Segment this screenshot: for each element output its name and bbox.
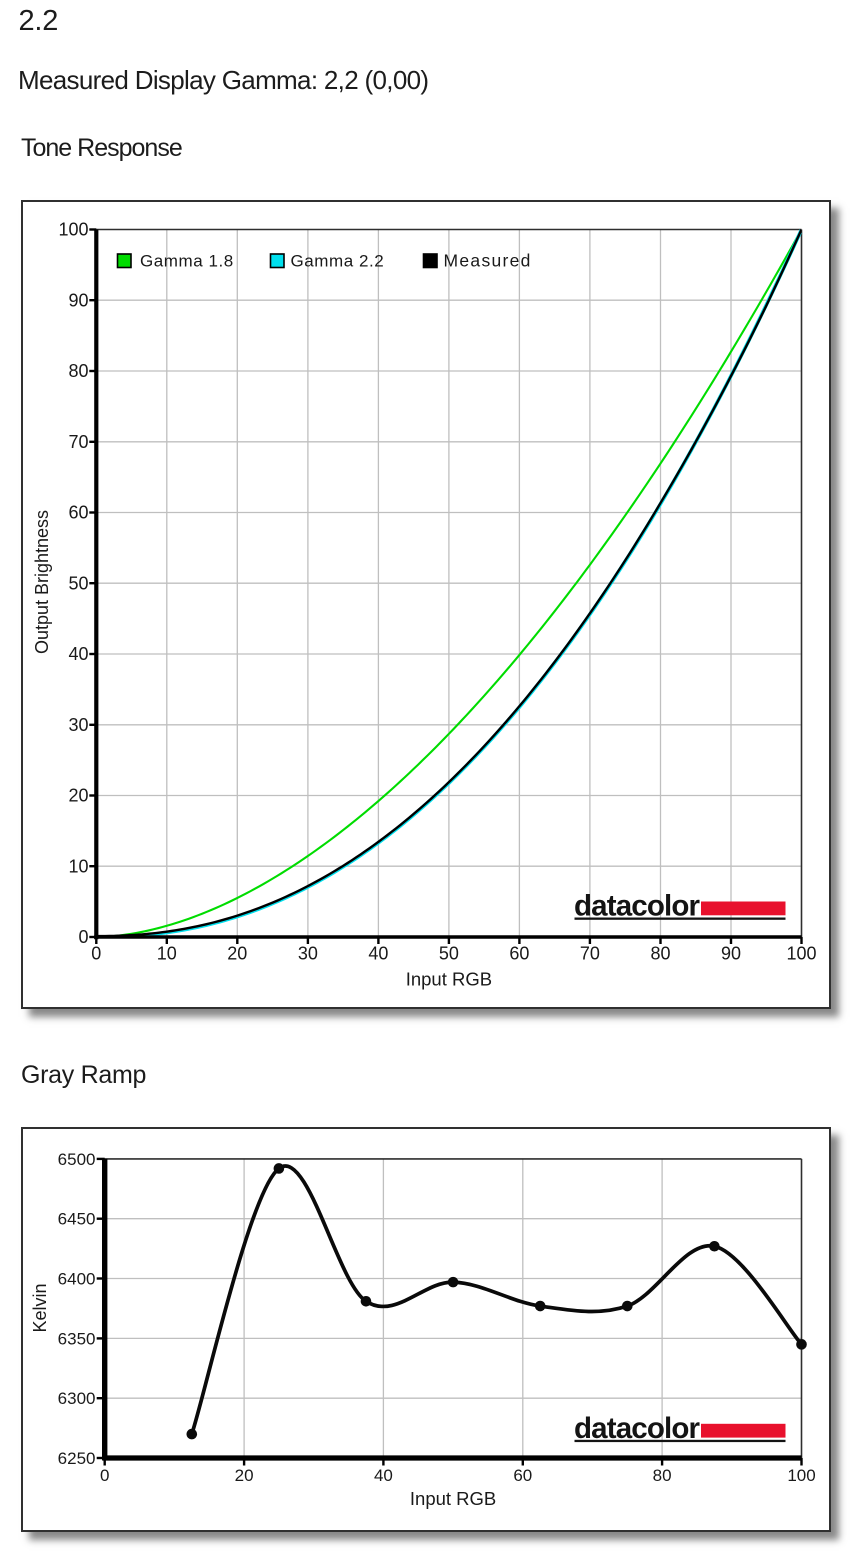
svg-text:datacolor: datacolor: [574, 890, 700, 923]
svg-text:6300: 6300: [58, 1389, 96, 1408]
svg-text:40: 40: [68, 644, 88, 664]
svg-text:100: 100: [58, 220, 88, 240]
svg-text:60: 60: [509, 944, 529, 964]
svg-text:10: 10: [157, 944, 177, 964]
svg-text:6250: 6250: [58, 1449, 96, 1468]
svg-text:0: 0: [100, 1466, 109, 1485]
svg-text:60: 60: [513, 1466, 532, 1485]
svg-text:30: 30: [298, 944, 318, 964]
svg-text:Gamma 1.8: Gamma 1.8: [140, 252, 234, 271]
svg-text:10: 10: [68, 857, 88, 877]
svg-text:100: 100: [787, 1466, 815, 1485]
svg-text:6400: 6400: [58, 1269, 96, 1288]
svg-text:6500: 6500: [58, 1150, 96, 1169]
svg-text:70: 70: [68, 432, 88, 452]
svg-text:20: 20: [68, 786, 88, 806]
svg-text:20: 20: [235, 1466, 254, 1485]
svg-text:50: 50: [68, 574, 88, 594]
svg-text:70: 70: [580, 944, 600, 964]
svg-text:30: 30: [68, 715, 88, 735]
svg-text:0: 0: [91, 944, 101, 964]
svg-text:80: 80: [650, 944, 670, 964]
svg-text:datacolor: datacolor: [574, 1412, 700, 1445]
svg-text:40: 40: [374, 1466, 393, 1485]
svg-text:Kelvin: Kelvin: [30, 1283, 50, 1332]
svg-text:20: 20: [227, 944, 247, 964]
svg-text:Input RGB: Input RGB: [410, 1488, 496, 1509]
svg-text:80: 80: [68, 361, 88, 381]
svg-text:80: 80: [653, 1466, 672, 1485]
svg-text:0: 0: [78, 927, 88, 947]
svg-text:6450: 6450: [58, 1210, 96, 1229]
svg-text:Output Brightness: Output Brightness: [32, 510, 52, 654]
svg-text:60: 60: [68, 503, 88, 523]
svg-text:90: 90: [68, 290, 88, 310]
svg-text:Input RGB: Input RGB: [406, 969, 492, 990]
svg-text:40: 40: [368, 944, 388, 964]
svg-text:Measured: Measured: [444, 251, 532, 271]
svg-text:90: 90: [721, 944, 741, 964]
svg-text:50: 50: [439, 944, 459, 964]
svg-text:Gamma 2.2: Gamma 2.2: [291, 252, 385, 271]
svg-text:100: 100: [786, 944, 816, 964]
svg-text:6350: 6350: [58, 1329, 96, 1348]
